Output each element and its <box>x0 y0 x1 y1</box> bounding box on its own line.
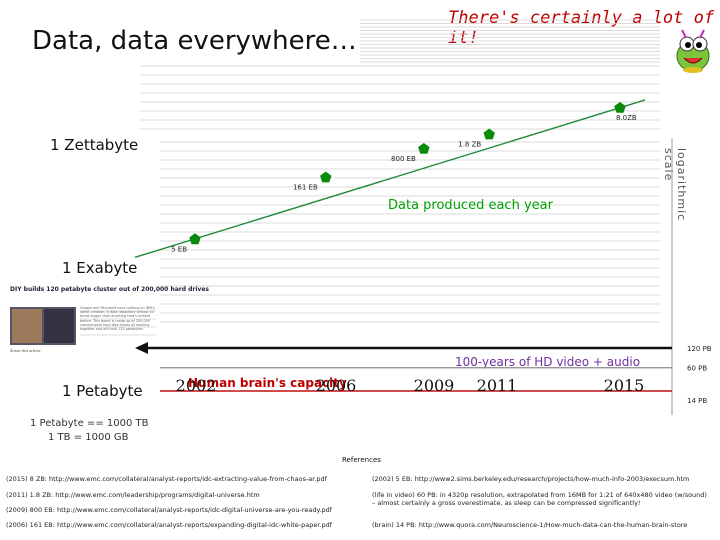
reference-item: (2015) 8 ZB: http://www.emc.com/collater… <box>6 475 327 483</box>
reference-item: (2009) 800 EB: http://www.emc.com/collat… <box>6 506 333 514</box>
note-terabyte: 1 TB = 1000 GB <box>48 432 129 443</box>
data-point-marker <box>189 233 201 245</box>
brain-capacity-label: Human brain's capacity <box>188 376 347 390</box>
x-tick-label: 2011 <box>477 376 518 395</box>
data-point-label: 161 EB <box>293 184 318 192</box>
note-petabyte: 1 Petabyte == 1000 TB <box>30 418 149 429</box>
hd-video-label: 100-years of HD video + audio <box>455 355 640 369</box>
thumbnail-caption: Share this article <box>10 349 41 353</box>
x-tick-label: 2015 <box>604 376 645 395</box>
trend-line <box>134 99 646 259</box>
slide-title: Data, data everywhere… <box>32 26 357 56</box>
ref-label-60pb: 60 PB <box>687 365 707 373</box>
article-thumbnail <box>8 285 158 355</box>
data-point-label: 800 EB <box>391 155 416 163</box>
y-label-exabyte: 1 Exabyte <box>62 259 138 277</box>
reference-item: (brain) 14 PB: http://www.quora.com/Neur… <box>372 521 688 529</box>
data-point-marker <box>418 143 430 154</box>
mascot-icon <box>676 29 710 73</box>
reference-item: (2006) 161 EB: http://www.emc.com/collat… <box>6 521 333 529</box>
ref-label-120pb: 120 PB <box>687 345 712 353</box>
ref-label-14pb: 14 PB <box>687 397 707 405</box>
slide-subtitle: There's certainly a lot of it! <box>448 8 715 48</box>
data-point-marker <box>320 171 332 183</box>
series-label: Data produced each year <box>388 198 554 213</box>
references-header: References <box>342 456 381 464</box>
reference-item: (life in video) 60 PB: in 4320p resoluti… <box>372 491 707 507</box>
reference-item: (2002) 5 EB: http://www2.sims.berkeley.e… <box>372 475 690 483</box>
y-label-zettabyte: 1 Zettabyte <box>50 136 139 154</box>
x-tick-label: 2006 <box>316 376 357 395</box>
thumbnail-body: Google and Microsoft have nothing on IBM… <box>80 306 155 332</box>
y-label-petabyte: 1 Petabyte <box>62 382 143 400</box>
x-tick-label: 2009 <box>414 376 455 395</box>
data-point-marker <box>614 102 626 113</box>
reference-item: (2011) 1.8 ZB: http://www.emc.com/leader… <box>6 491 260 499</box>
arrow-left-icon <box>135 342 148 355</box>
x-tick-label: 2002 <box>176 376 217 395</box>
data-point-marker <box>483 128 495 140</box>
data-point-label: 8.0ZB <box>616 114 637 122</box>
data-point-label: 1.8 ZB <box>458 141 481 149</box>
thumbnail-title: DIY builds 120 petabyte cluster out of 2… <box>10 286 209 293</box>
data-point-label: 5 EB <box>171 245 187 253</box>
